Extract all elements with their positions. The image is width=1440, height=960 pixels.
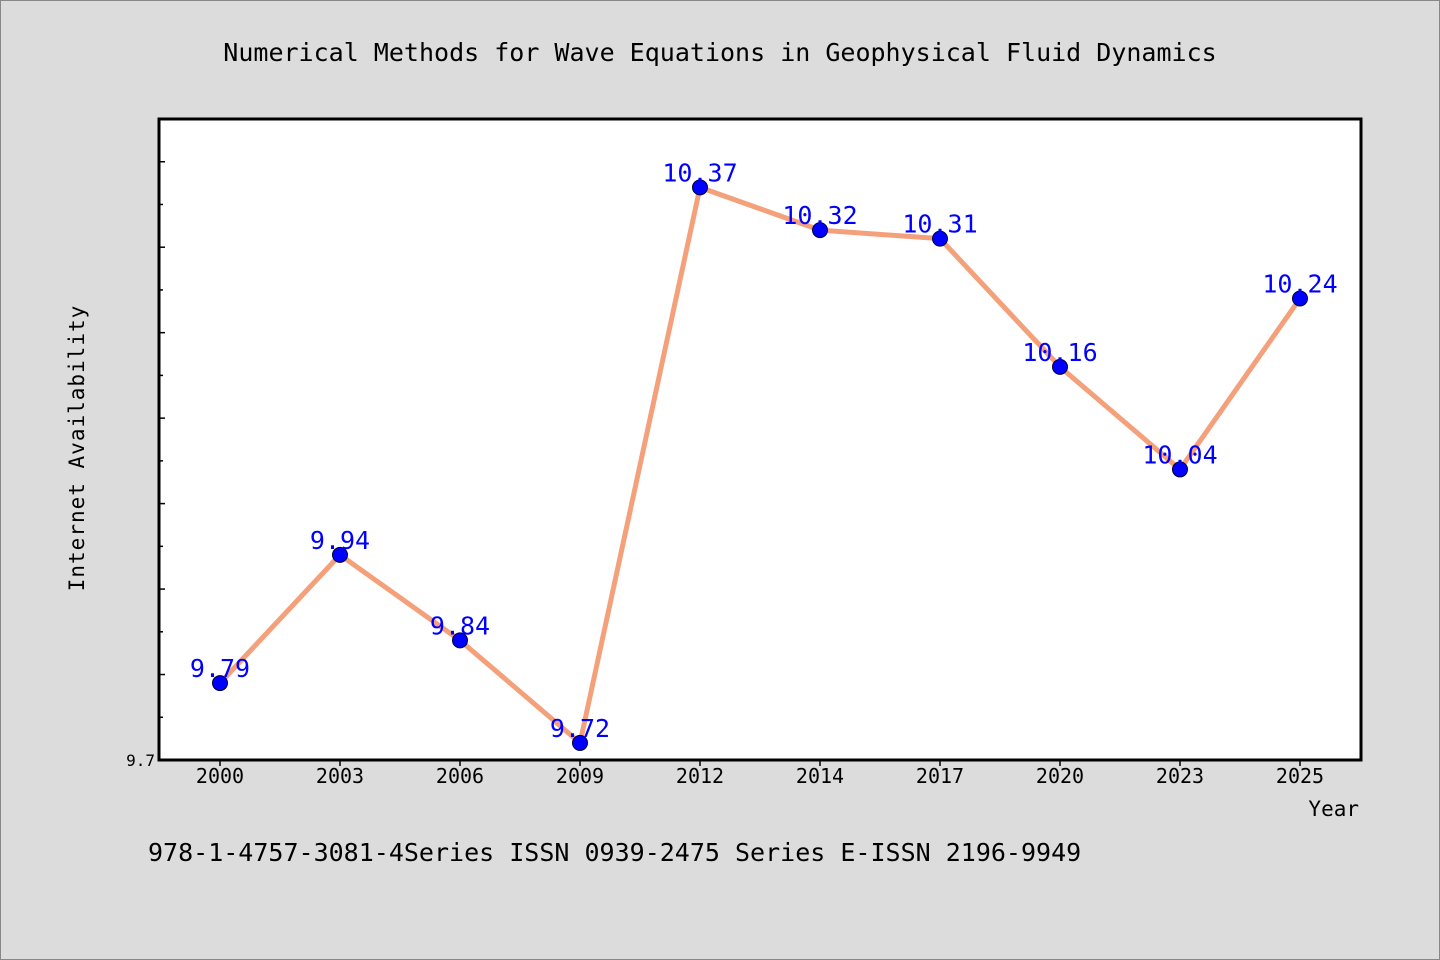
x-tick-label: 2000 bbox=[196, 764, 244, 788]
footer-text: 978-1-4757-3081-4Series ISSN 0939-2475 S… bbox=[148, 838, 1081, 867]
data-point bbox=[932, 230, 948, 247]
x-tick-label: 2025 bbox=[1276, 764, 1324, 788]
data-point bbox=[692, 179, 708, 196]
x-tick-label: 2017 bbox=[916, 764, 964, 788]
data-label: 9.94 bbox=[310, 526, 370, 555]
data-point bbox=[572, 734, 588, 751]
x-tick-label: 2012 bbox=[676, 764, 724, 788]
chart-title: Numerical Methods for Wave Equations in … bbox=[223, 38, 1216, 67]
data-label: 9.84 bbox=[430, 611, 490, 640]
series-group: 9.79 9.94 9.84 9.72 10.37 10.32 10.31 10.16 10.0… bbox=[190, 158, 1338, 751]
x-axis-ticks: 2000 2003 2006 2009 2012 2014 2017 2020 2023 2025 bbox=[196, 760, 1324, 788]
x-axis-label: Year bbox=[1308, 797, 1359, 821]
data-label: 9.79 bbox=[190, 654, 250, 683]
data-point bbox=[332, 546, 348, 563]
data-label: 10.31 bbox=[902, 210, 977, 239]
data-label: 10.32 bbox=[782, 201, 857, 230]
y-axis-label: Internet Availability bbox=[65, 305, 89, 592]
data-label: 9.72 bbox=[550, 714, 610, 743]
data-point bbox=[1292, 290, 1308, 307]
x-tick-label: 2006 bbox=[436, 764, 484, 788]
data-point bbox=[812, 222, 828, 239]
y-axis-ticks: 9.7 bbox=[126, 160, 165, 770]
data-label: 10.16 bbox=[1022, 338, 1097, 367]
data-point bbox=[212, 675, 228, 692]
data-point bbox=[1172, 461, 1188, 478]
data-point bbox=[1052, 358, 1068, 375]
data-label: 10.04 bbox=[1142, 440, 1217, 469]
x-tick-label: 2023 bbox=[1156, 764, 1204, 788]
plot-area bbox=[157, 117, 1363, 762]
y-tick-label: 9.7 bbox=[126, 751, 155, 770]
x-tick-label: 2020 bbox=[1036, 764, 1084, 788]
x-tick-label: 2014 bbox=[796, 764, 844, 788]
data-label: 10.37 bbox=[662, 158, 737, 187]
x-tick-label: 2009 bbox=[556, 764, 604, 788]
data-label: 10.24 bbox=[1262, 269, 1337, 298]
series-line bbox=[217, 184, 1303, 746]
x-tick-label: 2003 bbox=[316, 764, 364, 788]
data-point bbox=[452, 632, 468, 649]
